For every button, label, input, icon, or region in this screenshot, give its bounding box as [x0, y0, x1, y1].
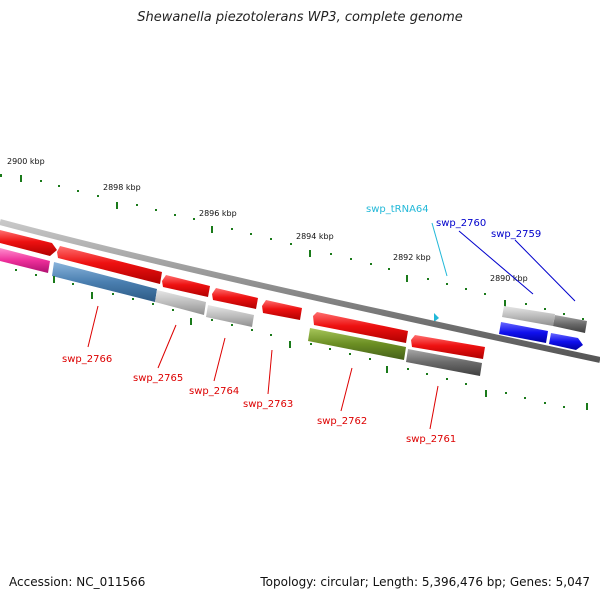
gene-feature[interactable]: [411, 335, 485, 359]
gene-feature[interactable]: [502, 306, 555, 326]
gene-label-swp-2765[interactable]: swp_2765: [133, 373, 183, 384]
accession-text: Accession: NC_011566: [9, 575, 146, 589]
gene-feature[interactable]: [549, 333, 583, 350]
gene-label-swp-2759[interactable]: swp_2759: [491, 229, 541, 240]
gene-label-swp-2762[interactable]: swp_2762: [317, 416, 367, 427]
gene-feature[interactable]: [0, 248, 50, 273]
gene-labels: swp_tRNA64 swp_2760 swp_2759 swp_2766 sw…: [62, 204, 541, 445]
genome-summary-text: Topology: circular; Length: 5,396,476 bp…: [260, 575, 590, 589]
gene-feature[interactable]: [499, 322, 548, 343]
gene-feature[interactable]: [406, 349, 482, 376]
gene-label-swp-2764[interactable]: swp_2764: [189, 386, 239, 397]
gene-label-swp-2761[interactable]: swp_2761: [406, 434, 456, 445]
gene-label-swp-trna64[interactable]: swp_tRNA64: [366, 204, 429, 215]
inner-major-ticks: [53, 276, 588, 410]
outer-major-ticks: [20, 175, 506, 307]
trna-feature[interactable]: [434, 313, 439, 322]
tick-label: 2890 kbp: [490, 274, 528, 283]
page-title: Shewanella piezotolerans WP3, complete g…: [137, 10, 463, 25]
reverse-strand-track: [0, 248, 583, 376]
gene-feature[interactable]: [0, 230, 57, 256]
outer-tick-ring: [0, 174, 584, 320]
inner-tick-ring: [15, 269, 565, 408]
gene-feature[interactable]: [553, 315, 587, 333]
tick-label: 2898 kbp: [103, 183, 141, 192]
label-leaders: [87, 222, 576, 430]
tick-labels: 2900 kbp 2898 kbp 2896 kbp 2894 kbp 2892…: [7, 157, 528, 283]
gene-label-swp-2766[interactable]: swp_2766: [62, 354, 112, 365]
tick-label: 2900 kbp: [7, 157, 45, 166]
gene-label-swp-2760[interactable]: swp_2760: [436, 218, 486, 229]
forward-strand-track: [0, 230, 587, 359]
gene-feature[interactable]: [262, 300, 302, 320]
gene-feature[interactable]: [155, 290, 206, 315]
genome-backbone: [0, 219, 600, 363]
tick-label: 2894 kbp: [296, 232, 334, 241]
gene-feature[interactable]: [212, 288, 258, 309]
gene-feature[interactable]: [308, 328, 406, 360]
tick-label: 2892 kbp: [393, 253, 431, 262]
gene-feature[interactable]: [162, 275, 210, 297]
gene-feature[interactable]: [313, 312, 408, 343]
tick-label: 2896 kbp: [199, 209, 237, 218]
gene-label-swp-2763[interactable]: swp_2763: [243, 399, 293, 410]
gene-feature[interactable]: [206, 305, 254, 327]
gene-feature[interactable]: [57, 246, 162, 284]
gene-feature[interactable]: [52, 262, 157, 302]
